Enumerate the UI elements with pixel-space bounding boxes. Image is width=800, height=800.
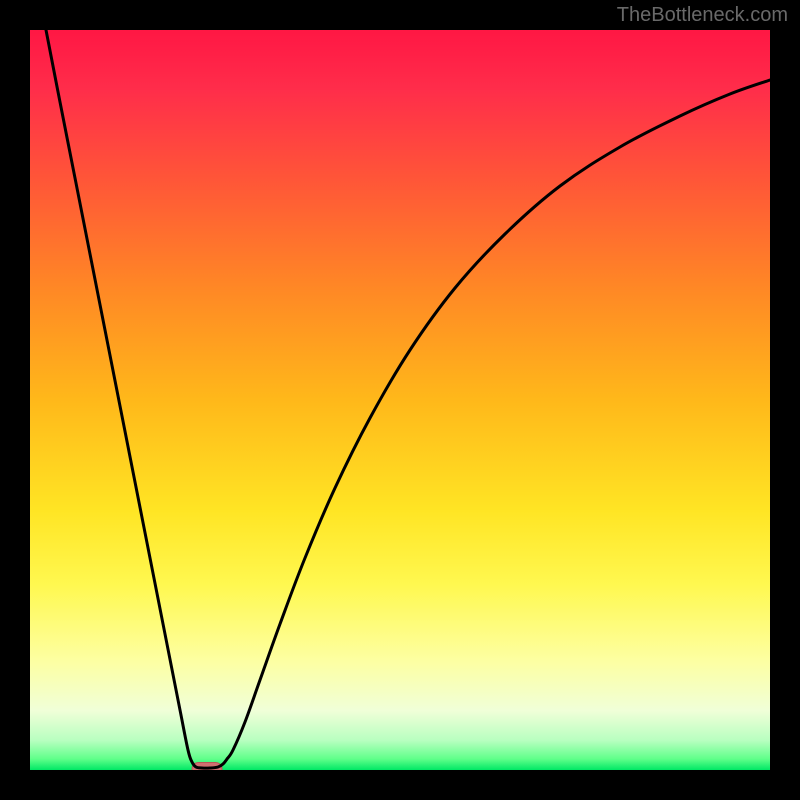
chart-background (30, 30, 770, 770)
watermark-text: TheBottleneck.com (617, 4, 788, 27)
bottleneck-chart: TheBottleneck.com (0, 0, 800, 800)
chart-svg (0, 0, 800, 800)
